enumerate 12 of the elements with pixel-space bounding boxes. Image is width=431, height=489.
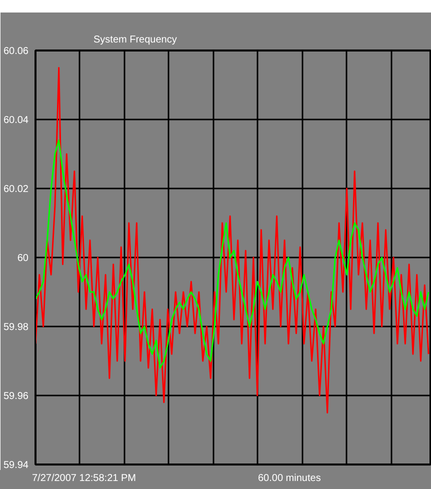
chart-title: System Frequency bbox=[94, 34, 177, 46]
line-series bbox=[36, 139, 430, 369]
y-tick-label: 60.04 bbox=[3, 115, 29, 126]
text: 7/27/2007 12:58:21 PM bbox=[32, 472, 136, 486]
line-series bbox=[36, 67, 430, 414]
y-tick-label: 60 bbox=[17, 253, 29, 264]
y-tick-label: 59.98 bbox=[3, 322, 29, 333]
y-tick-label: 60.02 bbox=[3, 184, 29, 195]
y-tick-label: 59.96 bbox=[3, 391, 29, 402]
y-tick-label: 60.06 bbox=[3, 46, 29, 57]
y-tick-label: 59.94 bbox=[3, 460, 29, 471]
text: 60.00 minutes bbox=[258, 472, 321, 486]
